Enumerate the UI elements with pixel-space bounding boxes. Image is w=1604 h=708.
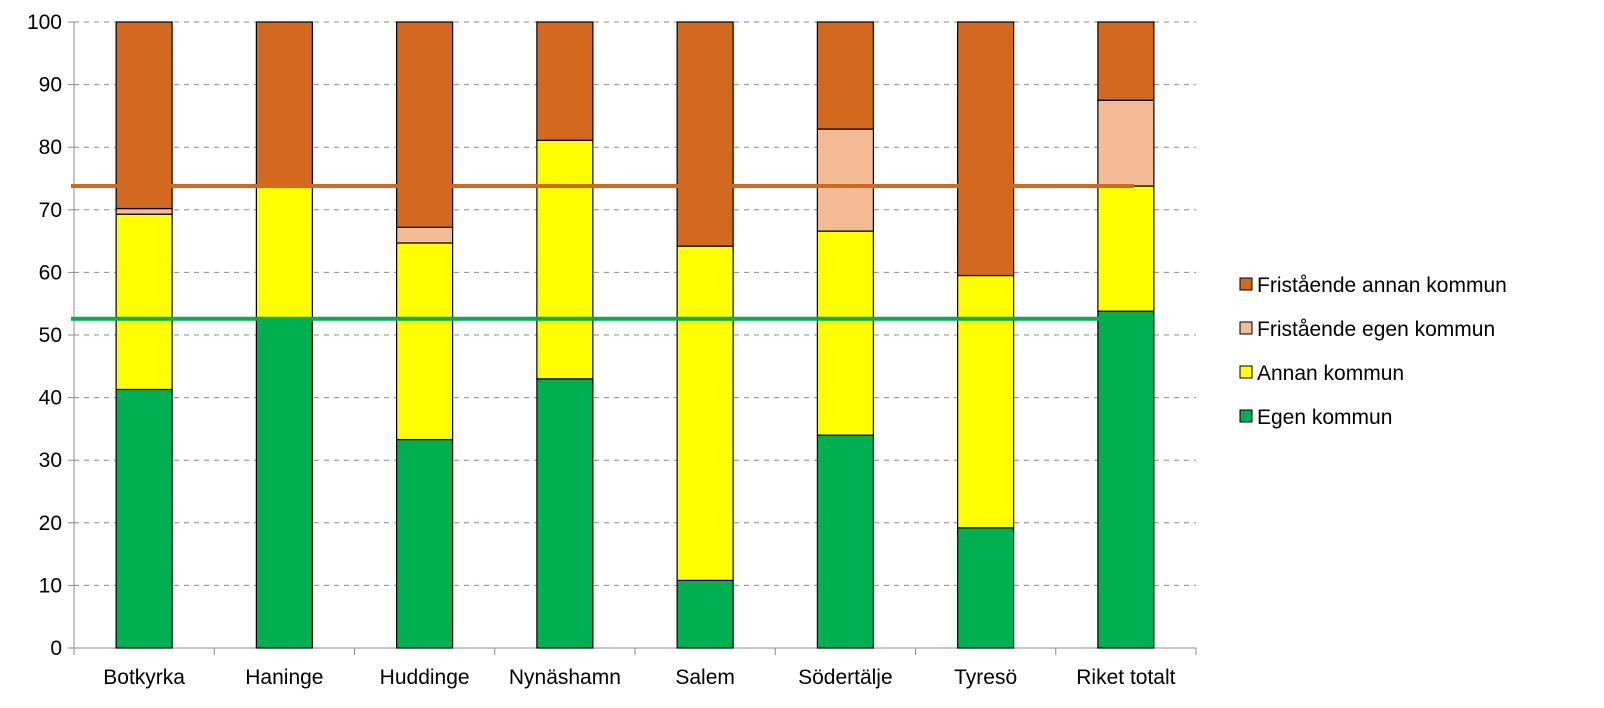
legend-swatch (1239, 409, 1253, 423)
bar-segment (396, 226, 454, 244)
bar-segment (255, 21, 313, 186)
y-tick-label: 100 (27, 11, 62, 34)
gridlines (74, 21, 1196, 586)
axes (68, 21, 1197, 655)
bar-segment (1097, 185, 1155, 312)
y-tick-label: 0 (50, 637, 62, 660)
y-tick-label: 80 (39, 136, 62, 159)
bar-segment (115, 207, 173, 215)
x-tick-label: Haninge (245, 666, 323, 689)
bar-segment (115, 388, 173, 649)
x-tick-label: Tyresö (954, 666, 1017, 689)
bar-segment (1097, 310, 1155, 649)
y-tick-label: 70 (39, 199, 62, 222)
x-tick-label: Riket totalt (1076, 666, 1175, 689)
legend-swatch (1239, 321, 1253, 335)
bar-segment (816, 128, 874, 232)
x-tick-labels: Botkyrka Haninge Huddinge Nynäshamn Salem Söd… (103, 666, 1175, 689)
x-tick-label: Södertälje (798, 666, 893, 689)
y-tick-label: 30 (39, 449, 62, 472)
legend-label: Annan kommun (1257, 362, 1404, 385)
bar-segment (676, 21, 734, 247)
bar-segment (1097, 21, 1155, 101)
bar-segment (676, 579, 734, 649)
bar-segment (957, 21, 1015, 277)
legend: Fristående annan kommun Fristående egen k… (1239, 274, 1507, 429)
x-tick-label: Nynäshamn (509, 666, 621, 689)
bar-segment (816, 230, 874, 436)
legend-swatch (1239, 277, 1253, 291)
reference-lines (71, 184, 1134, 321)
bar-segment (816, 21, 874, 130)
bar-segment (396, 21, 454, 228)
bar-segment (255, 318, 313, 649)
bar-segment (255, 184, 313, 320)
bar-segment (536, 139, 594, 380)
y-tick-label: 50 (39, 324, 62, 347)
bar-segment (115, 21, 173, 210)
y-tick-labels: 0 10 20 30 40 50 60 70 80 90 100 (27, 11, 62, 660)
y-tick-label: 10 (39, 574, 62, 597)
bar-segment (957, 527, 1015, 649)
legend-label: Fristående egen kommun (1257, 318, 1495, 341)
bar-segment (536, 378, 594, 649)
bar-segment (1097, 99, 1155, 187)
legend-swatch (1239, 365, 1253, 379)
legend-label: Fristående annan kommun (1257, 274, 1507, 297)
bar-segment (536, 21, 594, 141)
x-tick-label: Botkyrka (103, 666, 185, 689)
bar-segment (396, 242, 454, 441)
bars (115, 21, 1155, 649)
y-tick-label: 90 (39, 74, 62, 97)
y-tick-label: 20 (39, 512, 62, 535)
bar-segment (816, 434, 874, 649)
bar-segment (115, 213, 173, 391)
bar-segment (957, 274, 1015, 529)
x-tick-label: Salem (675, 666, 735, 689)
y-tick-label: 60 (39, 261, 62, 284)
y-tick-label: 40 (39, 387, 62, 410)
x-tick-label: Huddinge (380, 666, 470, 689)
bar-segment (676, 245, 734, 581)
legend-label: Egen kommun (1257, 406, 1392, 429)
bar-segment (396, 438, 454, 649)
